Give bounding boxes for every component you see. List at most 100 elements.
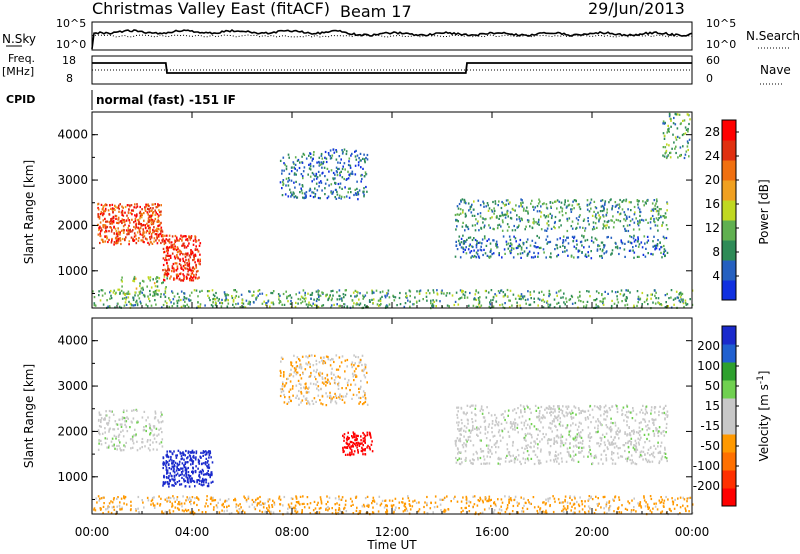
echo-cell <box>618 213 621 216</box>
echo-cell <box>126 416 128 419</box>
echo-cell <box>637 297 639 300</box>
echo-cell <box>166 254 169 257</box>
echo-cell <box>366 153 369 157</box>
echo-cell <box>322 304 325 307</box>
echo-cell <box>413 303 415 306</box>
echo-cell <box>621 242 624 245</box>
echo-cell <box>637 200 640 203</box>
echo-cell <box>538 298 541 301</box>
echo-cell <box>125 503 128 506</box>
echo-cell <box>602 248 604 251</box>
echo-cell <box>365 185 367 189</box>
echo-cell <box>176 302 179 305</box>
echo-cell <box>664 448 666 451</box>
echo-cell <box>113 225 115 228</box>
echo-cell <box>474 404 477 407</box>
echo-cell <box>165 269 167 273</box>
echo-cell <box>161 431 163 434</box>
echo-cell <box>656 243 659 246</box>
echo-cell <box>244 306 247 309</box>
echo-cell <box>497 431 500 434</box>
echo-cell <box>535 246 538 249</box>
echo-cell <box>538 419 541 422</box>
echo-cell <box>622 225 625 228</box>
echo-cell <box>514 237 517 240</box>
echo-cell <box>207 459 209 463</box>
echo-cell <box>454 213 457 217</box>
echo-cell <box>538 210 541 213</box>
echo-cell <box>439 498 441 501</box>
echo-cell <box>268 504 270 507</box>
echo-cell <box>350 191 352 194</box>
echo-cell <box>383 506 386 509</box>
echo-cell <box>624 229 627 232</box>
echo-cell <box>166 481 169 484</box>
echo-cell <box>145 303 147 306</box>
echo-cell <box>505 203 507 206</box>
echo-cell <box>186 238 189 241</box>
echo-cell <box>480 226 482 229</box>
echo-cell <box>619 247 621 250</box>
echo-cell <box>363 175 366 178</box>
echo-cell <box>279 294 281 297</box>
echo-cell <box>317 196 320 200</box>
echo-cell <box>651 460 654 463</box>
echo-cell <box>171 452 174 455</box>
echo-cell <box>538 246 541 250</box>
echo-cell <box>600 199 602 202</box>
echo-cell <box>612 458 614 462</box>
echo-cell <box>513 422 515 425</box>
echo-cell <box>332 190 334 193</box>
echo-cell <box>467 202 470 205</box>
echo-cell <box>113 445 115 448</box>
echo-cell <box>457 239 460 242</box>
echo-cell <box>164 271 166 275</box>
echo-cell <box>639 454 642 457</box>
echo-cell <box>603 207 605 210</box>
echo-cell <box>569 446 571 449</box>
echo-cell <box>602 206 605 209</box>
echo-cell <box>163 273 166 276</box>
echo-cell <box>223 510 226 513</box>
echo-cell <box>453 303 456 307</box>
echo-cell <box>108 230 110 233</box>
echo-cell <box>598 445 601 448</box>
echo-cell <box>248 290 250 293</box>
echo-cell <box>294 163 297 166</box>
echo-cell <box>581 500 583 503</box>
echo-cell <box>603 209 605 212</box>
echo-cell <box>542 510 544 513</box>
echo-cell <box>93 303 96 307</box>
echo-cell <box>580 422 582 425</box>
echo-cell <box>346 365 348 368</box>
echo-cell <box>491 210 494 213</box>
echo-cell <box>629 235 631 238</box>
echo-cell <box>599 443 602 446</box>
echo-cell <box>501 213 504 216</box>
echo-cell <box>338 396 340 399</box>
echo-cell <box>336 303 338 306</box>
echo-cell <box>655 198 658 201</box>
echo-cell <box>657 229 659 232</box>
echo-cell <box>193 256 195 259</box>
echo-cell <box>572 450 575 453</box>
echo-cell <box>458 298 460 301</box>
echo-cell <box>363 433 365 436</box>
echo-cell <box>299 359 301 362</box>
echo-cell <box>360 180 362 183</box>
echo-cell <box>180 250 182 253</box>
echo-cell <box>351 372 354 375</box>
echo-cell <box>115 437 117 440</box>
echo-cell <box>99 413 102 416</box>
echo-cell <box>502 221 504 224</box>
echo-cell <box>646 411 648 415</box>
echo-cell <box>104 224 107 227</box>
echo-cell <box>188 262 191 265</box>
echo-cell <box>644 413 646 416</box>
echo-cell <box>560 442 562 445</box>
echo-cell <box>149 449 151 452</box>
echo-cell <box>569 455 572 458</box>
echo-cell <box>528 453 530 457</box>
echo-cell <box>465 252 468 255</box>
echo-cell <box>188 485 191 488</box>
